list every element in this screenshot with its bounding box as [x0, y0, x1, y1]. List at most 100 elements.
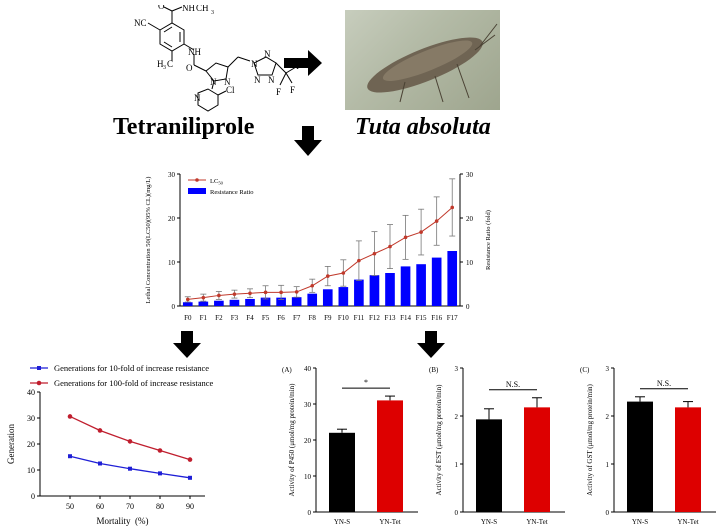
structure-label-nh1: NH: [182, 5, 195, 13]
p450-panel: 0 10 20 30 40 (A) YN-S YN-Tet * Activity of P450 …: [282, 365, 418, 526]
structure-label-cl: Cl: [226, 85, 235, 95]
lc50-point: [325, 274, 330, 278]
significance-label: *: [364, 378, 368, 387]
x-tick-label: F16: [431, 314, 442, 322]
bar-resistance-ratio: [198, 301, 209, 306]
y-tick-label: 2: [606, 413, 610, 421]
bar-resistance-ratio: [322, 289, 333, 306]
y-tick-label: 10: [304, 473, 312, 481]
x-tick-label: 80: [156, 502, 164, 511]
legend-swatch-ratio: [188, 188, 206, 194]
gst-panel: 0 1 2 3 (C) YN-S YN-Tet N.S. Activity of GST (μm…: [580, 365, 716, 526]
lc50-point: [450, 205, 455, 210]
y-tick-label-left: 10: [168, 259, 176, 267]
generation-point-square: [158, 471, 162, 476]
bar-resistance-ratio: [338, 287, 349, 306]
structure-label-n6: N: [268, 75, 275, 85]
y-tick-label: 0: [606, 509, 610, 517]
bar-resistance-ratio: [245, 298, 255, 306]
x-tick-label: F14: [400, 314, 411, 322]
x-tick-label: F4: [246, 314, 254, 322]
activity-bar: [524, 407, 550, 512]
y-axis-title: Activity of EST (μmol/mg protein/min): [435, 384, 443, 496]
lc50-point: [232, 292, 237, 296]
generation-point-square: [98, 461, 102, 466]
structure-label-sub2: 3: [163, 65, 166, 71]
bar-resistance-ratio: [307, 293, 318, 306]
significance-label: N.S.: [506, 380, 520, 389]
legend-label: Generations for 10-fold of increase resi…: [54, 363, 209, 373]
lc50-point: [341, 271, 346, 275]
y-tick-label: 2: [455, 413, 459, 421]
y-tick-label: 10: [27, 466, 35, 475]
x-tick-label: F12: [369, 314, 380, 322]
y-tick-label-left: 30: [168, 171, 176, 179]
x-tick-label: 70: [126, 502, 134, 511]
right-arrow-icon: [284, 50, 322, 76]
y-axis-title: Activity of P450 (μmol/mg protein/min): [288, 383, 296, 497]
bar-resistance-ratio: [276, 297, 286, 306]
generation-line: [69, 415, 191, 461]
generation-point-square: [188, 475, 192, 480]
generation-point-circle: [127, 439, 133, 444]
generation-point-circle: [187, 457, 193, 462]
x-tick-label: F0: [184, 314, 192, 322]
x-tick-label: F11: [354, 314, 365, 322]
y-tick-label-right: 10: [466, 259, 474, 267]
y-tick-label: 40: [304, 365, 312, 373]
y-tick-label: 0: [308, 509, 312, 517]
activity-bar: [627, 401, 653, 512]
lc50-point: [294, 290, 299, 294]
lc50-point: [357, 258, 361, 263]
structure-label-o2: O: [186, 63, 193, 73]
x-tick-label: YN-S: [632, 518, 648, 526]
x-tick-label: 50: [66, 502, 74, 511]
y-tick-label: 0: [31, 492, 35, 501]
resistance-chart: 0 10 20 30 0 10 20 30 F0 F1 F2 F3 F4 F5 F6 F7 F8 F9 F10 F11…: [145, 171, 492, 322]
legend-marker: [36, 380, 42, 386]
lc50-line: [187, 207, 453, 300]
x-tick-label: F2: [215, 314, 223, 322]
bar-resistance-ratio: [291, 297, 302, 306]
x-tick-label: F13: [385, 314, 396, 322]
down-arrow-icon: [417, 331, 445, 358]
moth-photo: [345, 10, 500, 110]
bar-resistance-ratio: [229, 299, 240, 306]
x-tick-label: F3: [231, 314, 239, 322]
chemical-structure: NC O NH CH 3 NH O H 3 C N N N N N N N Cl…: [134, 5, 301, 112]
activity-bar: [329, 432, 355, 512]
legend-marker: [37, 366, 41, 370]
lc50-point: [388, 244, 392, 249]
x-tick-label: YN-Tet: [526, 518, 547, 526]
structure-label-f3: F: [276, 87, 281, 97]
lc50-point: [419, 230, 423, 234]
structure-label-n3: N: [251, 59, 258, 69]
bar-resistance-ratio: [431, 257, 442, 306]
structure-label-n5: N: [254, 75, 261, 85]
structure-label-c: C: [167, 59, 173, 69]
structure-label-h: H: [157, 59, 164, 69]
down-arrow-icon: [173, 331, 201, 358]
lc50-point: [217, 293, 221, 298]
x-tick-label: YN-Tet: [677, 518, 698, 526]
legend-subscript: 50: [218, 181, 223, 186]
x-tick-label: 90: [186, 502, 194, 511]
moth-illustration: [367, 23, 498, 103]
x-tick-label: F6: [277, 314, 285, 322]
y-tick-label: 40: [27, 388, 35, 397]
y-tick-label-left: 0: [172, 303, 176, 311]
y-axis-title-left: Lethal Concentration 50(LC50)(95% CL)(mg…: [145, 177, 152, 304]
x-tick-label: F17: [447, 314, 458, 322]
lc50-point: [403, 235, 408, 240]
insect-name: Tuta absoluta: [355, 114, 491, 140]
generation-point-square: [68, 454, 72, 459]
y-tick-label: 0: [455, 509, 459, 517]
down-arrow-icon: [294, 126, 322, 156]
generation-point-circle: [157, 448, 163, 453]
activity-bar: [675, 407, 701, 512]
structure-label-n4: N: [264, 49, 271, 59]
bar-resistance-ratio: [369, 275, 380, 306]
y-axis-title-right: Resistance Ratio (fold): [485, 210, 492, 270]
structure-label-f2: F: [290, 85, 295, 95]
y-tick-label: 20: [27, 440, 35, 449]
